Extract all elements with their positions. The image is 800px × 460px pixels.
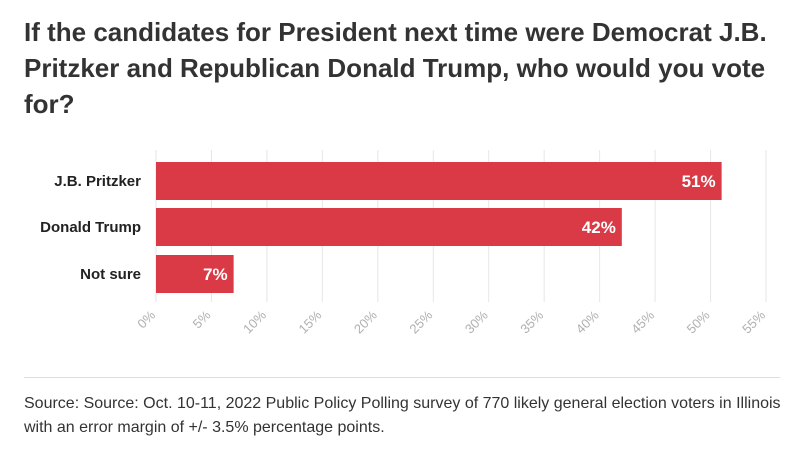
x-tick-label: 0% [134, 307, 158, 331]
source-note: Source: Source: Oct. 10-11, 2022 Public … [24, 395, 781, 436]
category-labels: J.B. Pritzker Donald Trump Not sure [40, 173, 141, 283]
bar [156, 255, 234, 293]
category-label: Not sure [80, 266, 141, 283]
x-tick-label: 10% [240, 307, 269, 336]
value-labels: 51% 42% 7% [203, 172, 716, 284]
category-label: J.B. Pritzker [54, 173, 141, 190]
source-divider [24, 377, 780, 378]
x-tick-label: 50% [684, 307, 713, 336]
x-tick-label: 15% [295, 307, 324, 336]
x-tick-label: 5% [190, 307, 214, 331]
value-label: 7% [203, 265, 228, 284]
x-tick-label: 20% [351, 307, 380, 336]
value-label: 51% [682, 172, 716, 191]
bar-chart: J.B. Pritzker Donald Trump Not sure 51% 42%… [40, 150, 768, 337]
bar [156, 162, 722, 200]
chart-title: If the candidates for President next tim… [24, 17, 767, 119]
bar [156, 208, 622, 246]
x-tick-label: 30% [462, 307, 491, 336]
x-tick-label: 35% [517, 307, 546, 336]
bars [156, 162, 722, 293]
x-tick-label: 25% [406, 307, 435, 336]
x-tick-label: 45% [628, 307, 657, 336]
x-tick-label: 40% [573, 307, 602, 336]
x-tick-label: 55% [739, 307, 768, 336]
value-label: 42% [582, 218, 616, 237]
x-axis-tick-labels: 0% 5% 10% 15% 20% 25% 30% 35% 40% 45% 50% 55% [134, 307, 768, 336]
category-label: Donald Trump [40, 219, 141, 236]
